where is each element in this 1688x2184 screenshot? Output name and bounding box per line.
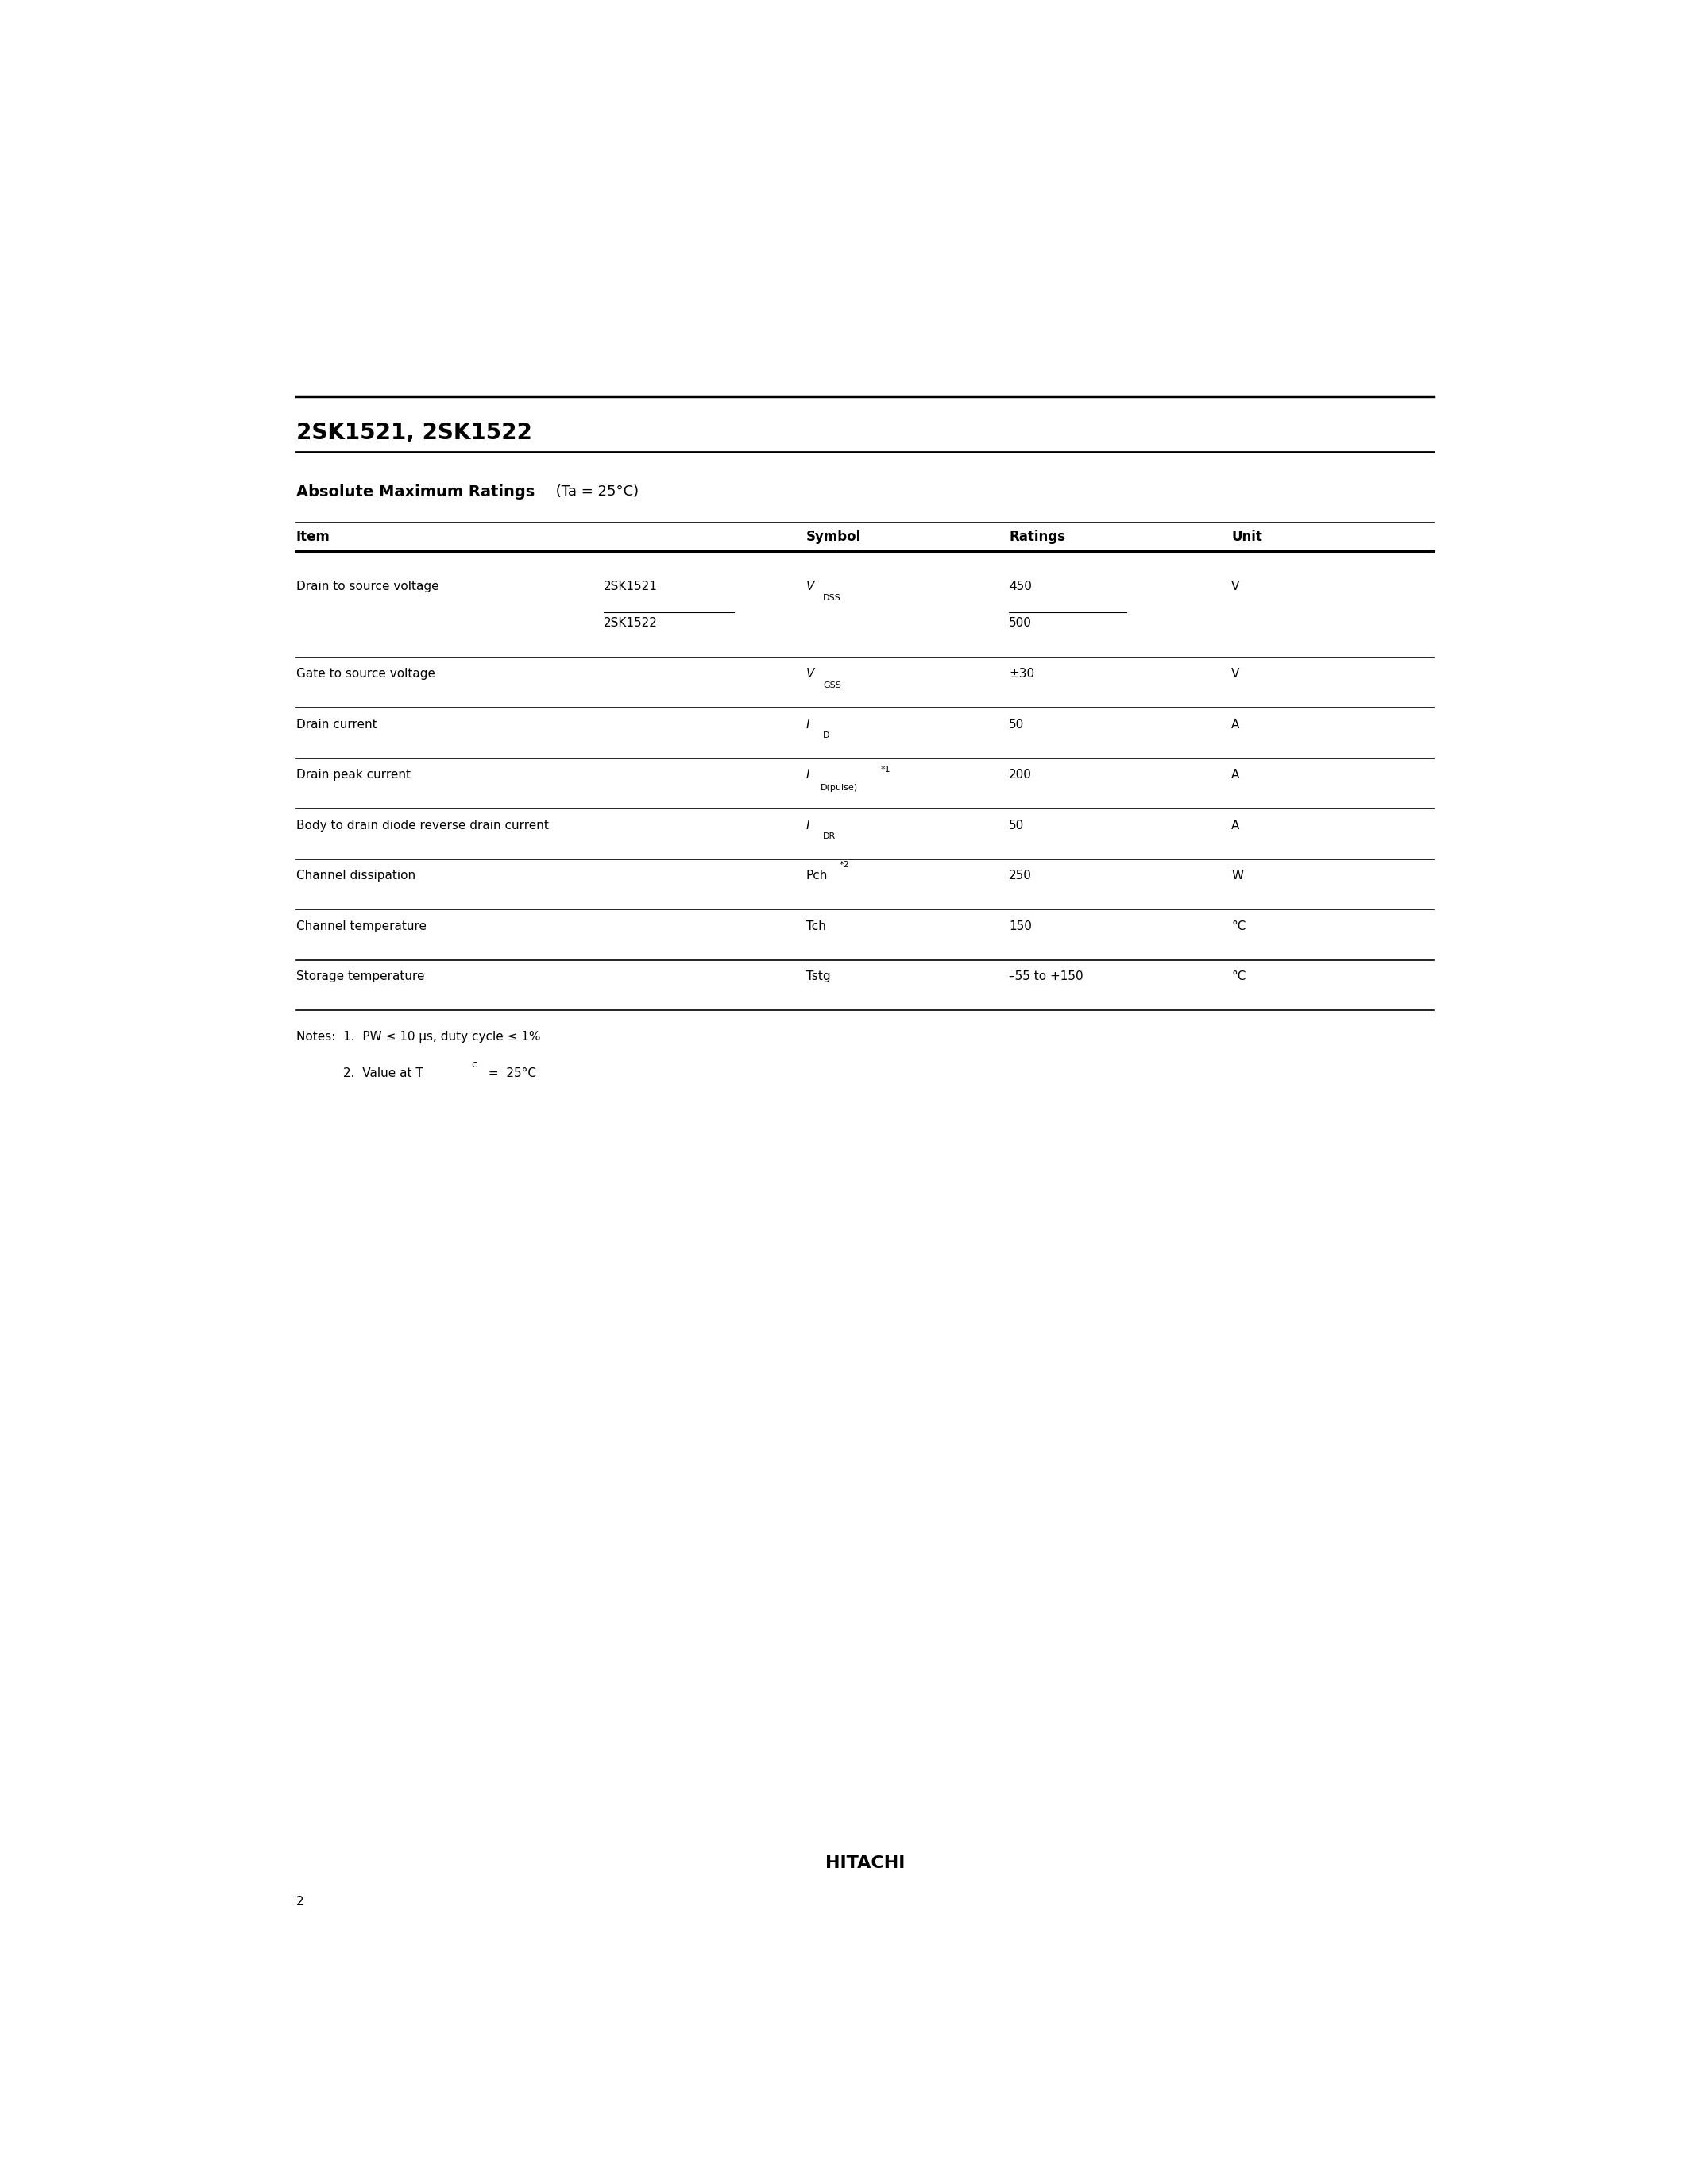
Text: DSS: DSS <box>824 594 841 601</box>
Text: 2: 2 <box>295 1896 304 1907</box>
Text: V: V <box>1232 581 1239 592</box>
Text: Ratings: Ratings <box>1009 529 1065 544</box>
Text: Symbol: Symbol <box>807 529 861 544</box>
Text: I: I <box>807 719 810 729</box>
Text: Drain current: Drain current <box>295 719 376 729</box>
Text: D: D <box>824 732 830 740</box>
Text: Notes:  1.  PW ≤ 10 μs, duty cycle ≤ 1%: Notes: 1. PW ≤ 10 μs, duty cycle ≤ 1% <box>295 1031 540 1042</box>
Text: Drain to source voltage: Drain to source voltage <box>295 581 439 592</box>
Text: Absolute Maximum Ratings: Absolute Maximum Ratings <box>295 485 535 500</box>
Text: 150: 150 <box>1009 919 1031 933</box>
Text: Pch: Pch <box>807 869 829 882</box>
Text: c: c <box>471 1059 478 1070</box>
Text: V: V <box>1232 668 1239 679</box>
Text: °C: °C <box>1232 970 1246 983</box>
Text: Unit: Unit <box>1232 529 1263 544</box>
Text: V: V <box>807 668 815 679</box>
Text: Body to drain diode reverse drain current: Body to drain diode reverse drain curren… <box>295 819 549 832</box>
Text: *2: *2 <box>839 860 849 869</box>
Text: 250: 250 <box>1009 869 1031 882</box>
Text: A: A <box>1232 819 1239 832</box>
Text: 2SK1521: 2SK1521 <box>604 581 657 592</box>
Text: Item: Item <box>295 529 331 544</box>
Text: 450: 450 <box>1009 581 1031 592</box>
Text: ±30: ±30 <box>1009 668 1035 679</box>
Text: D(pulse): D(pulse) <box>820 784 858 793</box>
Text: 2.  Value at T: 2. Value at T <box>343 1068 424 1079</box>
Text: I: I <box>807 819 810 832</box>
Text: A: A <box>1232 719 1239 729</box>
Text: °C: °C <box>1232 919 1246 933</box>
Text: Storage temperature: Storage temperature <box>295 970 424 983</box>
Text: (Ta = 25°C): (Ta = 25°C) <box>550 485 638 498</box>
Text: HITACHI: HITACHI <box>825 1854 905 1872</box>
Text: GSS: GSS <box>824 681 841 690</box>
Text: Gate to source voltage: Gate to source voltage <box>295 668 436 679</box>
Text: DR: DR <box>824 832 836 841</box>
Text: V: V <box>807 581 815 592</box>
Text: Tch: Tch <box>807 919 825 933</box>
Text: Channel temperature: Channel temperature <box>295 919 427 933</box>
Text: 50: 50 <box>1009 819 1025 832</box>
Text: =  25°C: = 25°C <box>484 1068 537 1079</box>
Text: 2SK1522: 2SK1522 <box>604 618 657 629</box>
Text: I: I <box>807 769 810 780</box>
Text: W: W <box>1232 869 1244 882</box>
Text: 2SK1521, 2SK1522: 2SK1521, 2SK1522 <box>295 422 532 443</box>
Text: Tstg: Tstg <box>807 970 830 983</box>
Text: *1: *1 <box>881 764 891 773</box>
Text: A: A <box>1232 769 1239 780</box>
Text: 50: 50 <box>1009 719 1025 729</box>
Text: 500: 500 <box>1009 618 1031 629</box>
Text: 200: 200 <box>1009 769 1031 780</box>
Text: –55 to +150: –55 to +150 <box>1009 970 1084 983</box>
Text: Drain peak current: Drain peak current <box>295 769 410 780</box>
Text: Channel dissipation: Channel dissipation <box>295 869 415 882</box>
